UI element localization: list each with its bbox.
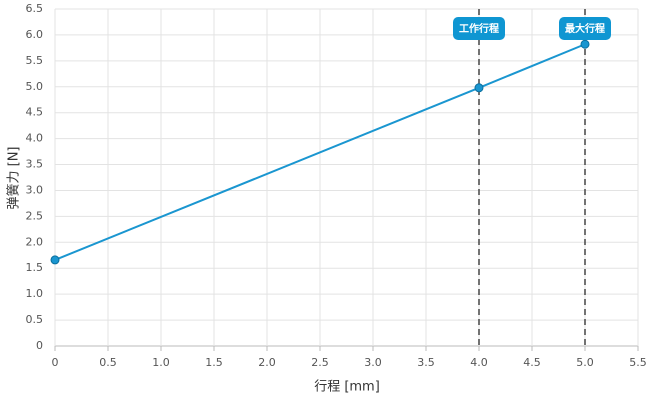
data-point (50, 255, 60, 265)
y-tick-label: 3.0 (26, 183, 44, 196)
marker-badge (559, 17, 611, 40)
x-tick-label: 5.0 (576, 356, 594, 369)
data-point (580, 39, 590, 49)
marker-label: 工作行程 (459, 22, 499, 35)
marker-badge (453, 17, 505, 40)
x-tick-label: 3.0 (364, 356, 382, 369)
y-tick-label: 0.5 (26, 313, 44, 326)
marker-label: 最大行程 (565, 22, 605, 35)
x-tick-label: 5.5 (629, 356, 647, 369)
y-tick-label: 4.0 (26, 132, 44, 145)
x-tick-label: 0 (52, 356, 59, 369)
y-tick-label: 4.5 (26, 106, 44, 119)
x-tick-label: 2.0 (258, 356, 276, 369)
y-tick-label: 5.0 (26, 80, 44, 93)
y-tick-label: 1.0 (26, 287, 44, 300)
y-tick-label: 1.5 (26, 261, 44, 274)
y-tick-label: 3.5 (26, 158, 44, 171)
x-axis-title: 行程 [mm] (314, 380, 380, 395)
y-tick-label: 0 (36, 339, 43, 352)
x-tick-label: 4.0 (470, 356, 488, 369)
y-tick-label: 2.0 (26, 235, 44, 248)
x-tick-label: 1.5 (205, 356, 223, 369)
y-tick-label: 2.5 (26, 209, 44, 222)
x-tick-label: 3.5 (417, 356, 435, 369)
y-axis-title: 弹簧力 [N] (6, 146, 22, 209)
data-point (474, 83, 484, 93)
x-tick-label: 1.0 (152, 356, 170, 369)
x-tick-label: 2.5 (311, 356, 329, 369)
x-tick-label: 0.5 (99, 356, 117, 369)
x-tick-label: 4.5 (523, 356, 541, 369)
y-tick-label: 6.0 (26, 28, 44, 41)
y-tick-label: 5.5 (26, 54, 44, 67)
y-tick-label: 6.5 (26, 2, 44, 15)
